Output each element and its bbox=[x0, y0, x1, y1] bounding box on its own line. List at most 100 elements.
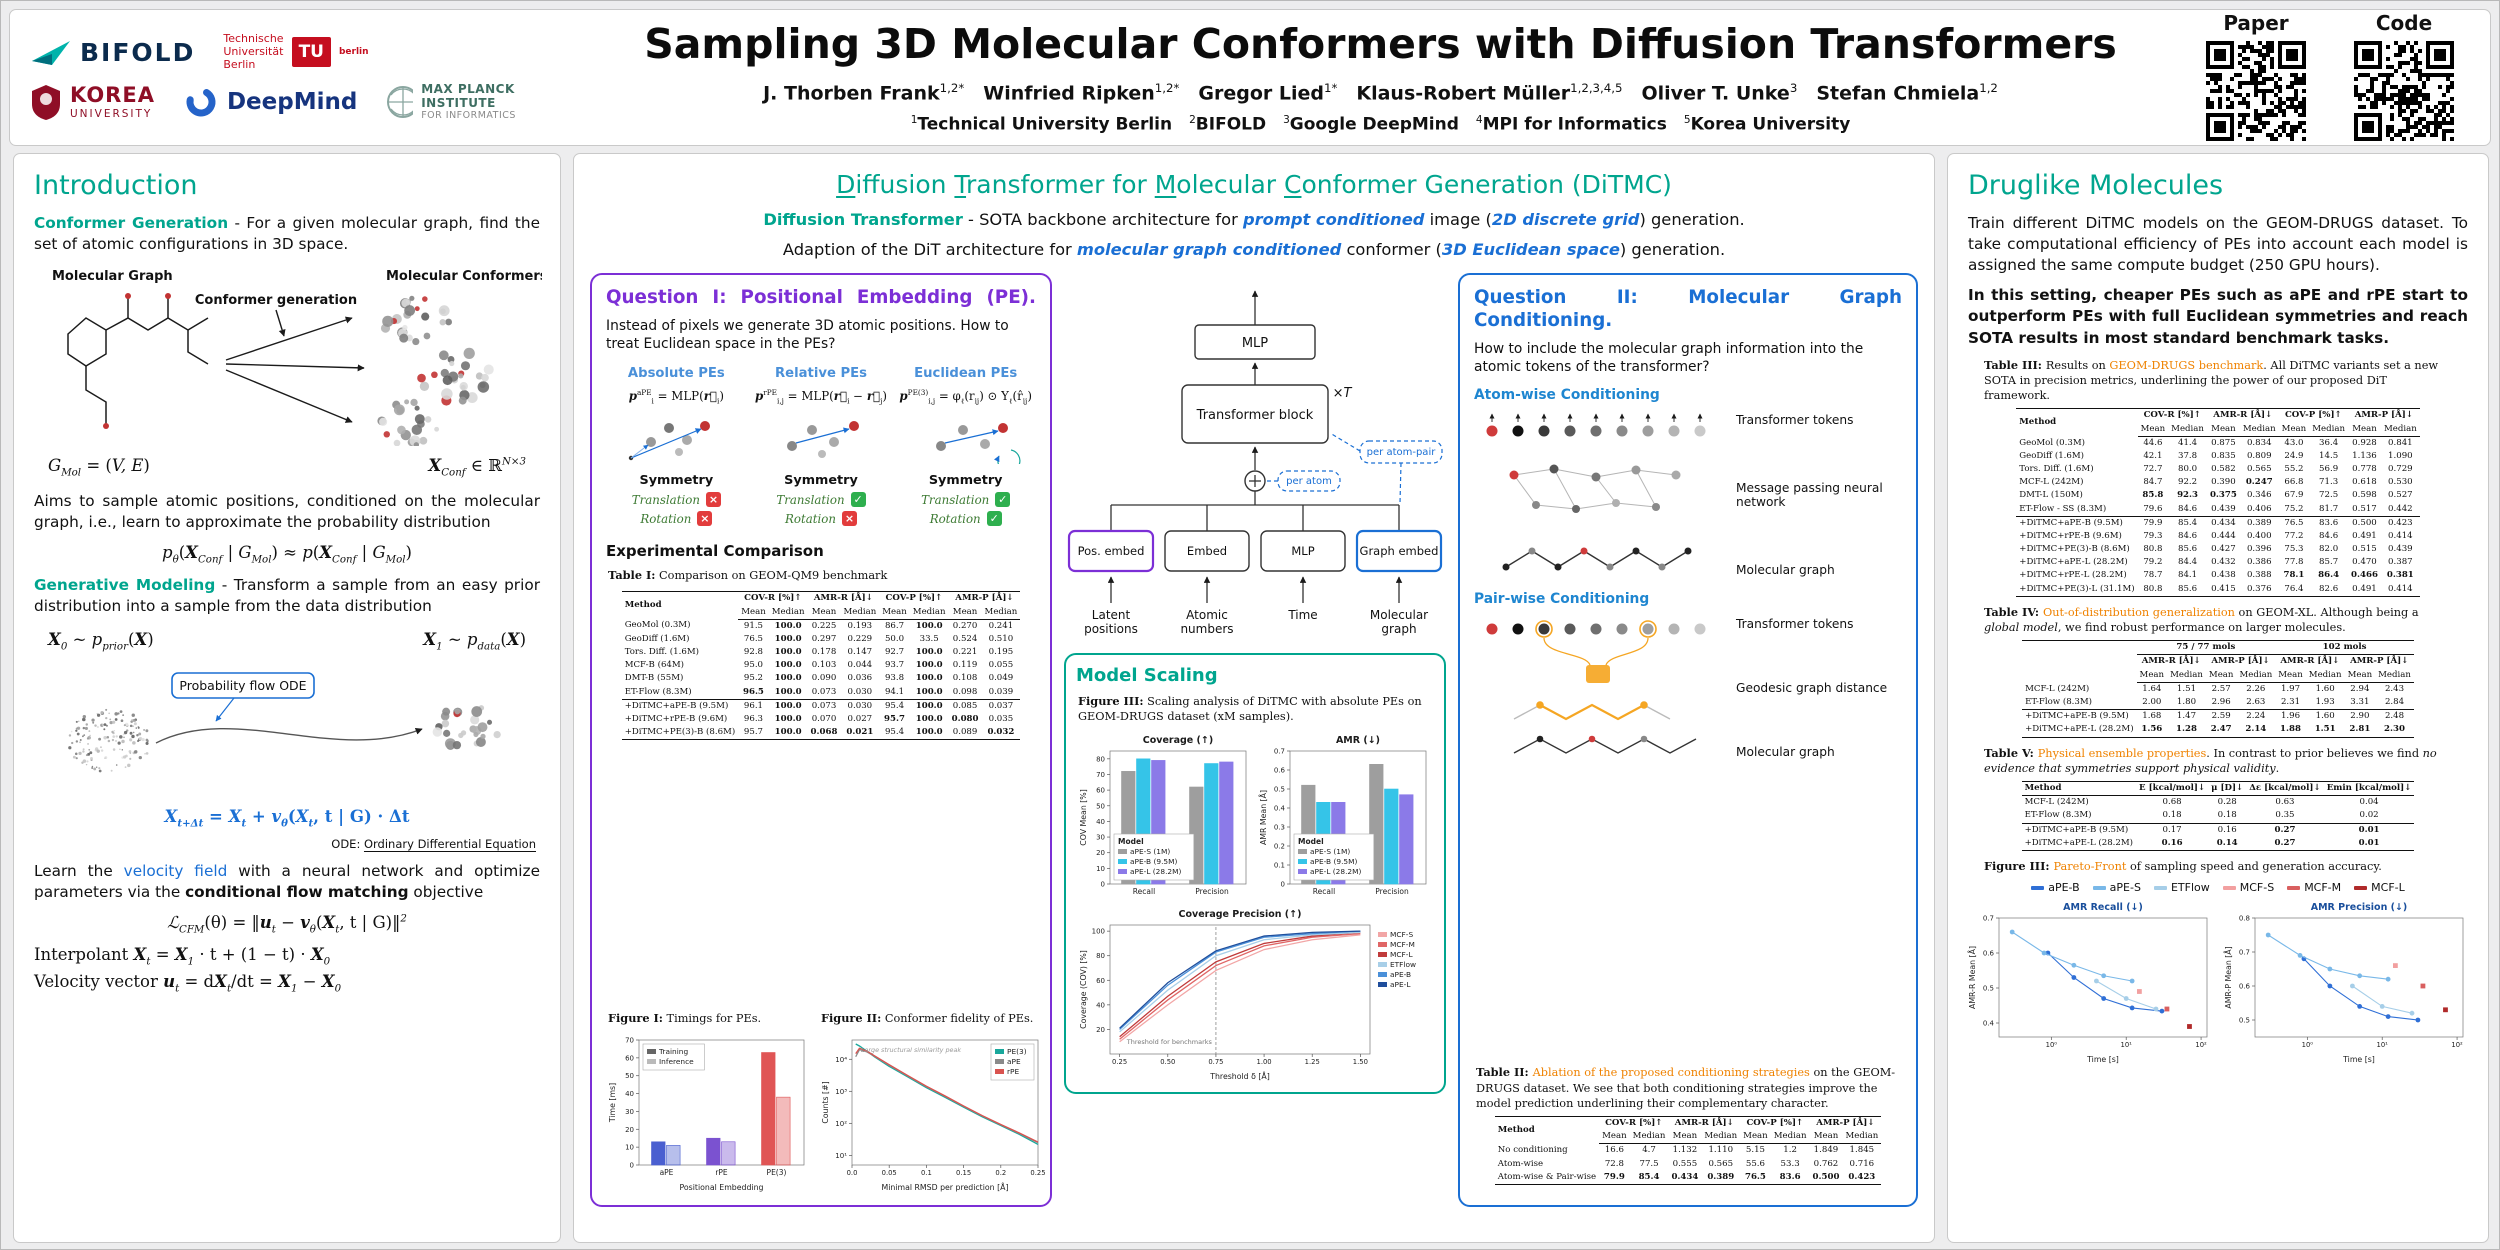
svg-text:0.4: 0.4 bbox=[1274, 804, 1286, 812]
svg-text:80: 80 bbox=[1096, 755, 1105, 763]
pair-wise-labels: Transformer tokens Geodesic graph distan… bbox=[1736, 616, 1888, 759]
svg-text:Transformer block: Transformer block bbox=[1196, 408, 1314, 423]
pair-connectors bbox=[1543, 637, 1649, 666]
svg-text:60: 60 bbox=[625, 1054, 634, 1062]
svg-text:per atom: per atom bbox=[1286, 476, 1332, 487]
question1-panel: Question I: Positional Embedding (PE). I… bbox=[590, 273, 1052, 1207]
pareto-legend: aPE-B aPE-S ETFlow MCF-S MCF-M MCF-L bbox=[1968, 881, 2468, 894]
coverage-bar-chart: Coverage (↑) COV Mean [%] 0 10 20 30 40 50 60 70 8… bbox=[1077, 730, 1253, 900]
generative-modeling-text: Generative Modeling - Transform a sample… bbox=[34, 576, 540, 616]
svg-text:AMR Mean [Å]: AMR Mean [Å] bbox=[1259, 789, 1268, 844]
probability-flow-diagram: Probability flow ODE bbox=[68, 671, 501, 772]
poster-header: BIFOLD Technische Universität Berlin TU … bbox=[9, 9, 2491, 146]
question2-panel: Question II: Molecular Graph Conditionin… bbox=[1458, 273, 1918, 1207]
table2-block: Table II: Ablation of the proposed condi… bbox=[1474, 1057, 1902, 1193]
svg-text:0.25: 0.25 bbox=[1030, 1169, 1045, 1177]
ditmc-line2: Adaption of the DiT architecture for mol… bbox=[782, 240, 1726, 259]
ditmc-line1: Diffusion Transformer - SOTA backbone ar… bbox=[763, 210, 1745, 229]
xconf-formula: XConf ∈ ℝN×3 bbox=[428, 456, 526, 479]
svg-text:aPE-B (9.5M): aPE-B (9.5M) bbox=[1130, 857, 1177, 866]
svg-text:positions: positions bbox=[1084, 622, 1138, 636]
svg-text:0.4: 0.4 bbox=[1983, 1020, 1995, 1028]
translation-mark: ✓ bbox=[850, 492, 866, 508]
svg-text:rPE: rPE bbox=[1007, 1067, 1019, 1076]
svg-text:ETFlow: ETFlow bbox=[1390, 960, 1416, 969]
svg-text:80: 80 bbox=[1096, 952, 1105, 960]
rotation-mark: × bbox=[697, 511, 713, 527]
svg-text:10²: 10² bbox=[835, 1120, 847, 1128]
svg-text:MLP: MLP bbox=[1242, 336, 1268, 351]
architecture-column: MLP Transformer block ×T Pos. em bbox=[1064, 273, 1446, 1207]
figure2-caption: Figure II: Conformer fidelity of PEs. bbox=[821, 1010, 1034, 1025]
svg-text:Training: Training bbox=[658, 1047, 688, 1056]
svg-text:0.25: 0.25 bbox=[1112, 1058, 1127, 1066]
svg-text:0.0: 0.0 bbox=[847, 1169, 858, 1177]
svg-text:per atom-pair: per atom-pair bbox=[1367, 447, 1437, 458]
svg-text:Molecular: Molecular bbox=[1370, 608, 1428, 622]
x0-formula: X0 ~ pprior(X) bbox=[48, 630, 154, 653]
deepmind-icon bbox=[186, 87, 216, 117]
svg-text:10¹: 10¹ bbox=[2121, 1041, 2133, 1049]
mpnn-nodes bbox=[1509, 464, 1681, 513]
translation-mark: × bbox=[705, 492, 721, 508]
rpe-formula: prPEi,j = MLP(r⃗i − r⃗j) bbox=[755, 388, 887, 406]
svg-text:0.7: 0.7 bbox=[2239, 949, 2250, 957]
svg-text:Precision: Precision bbox=[1375, 887, 1409, 896]
svg-text:aPE-B: aPE-B bbox=[1390, 970, 1411, 979]
model-scaling-caption: Figure III: Scaling analysis of DiTMC wi… bbox=[1078, 694, 1422, 724]
svg-text:AMR Recall (↓): AMR Recall (↓) bbox=[2063, 902, 2143, 913]
translation-mark: ✓ bbox=[995, 492, 1011, 508]
oxygen-atoms bbox=[103, 293, 171, 430]
svg-text:0.05: 0.05 bbox=[882, 1169, 897, 1177]
experimental-comparison-heading: Experimental Comparison bbox=[606, 542, 824, 561]
amr-bar-chart: AMR (↓) AMR Mean [Å] 0 0.1 0.2 0.3 0.4 0.5 0.6 0.… bbox=[1257, 730, 1433, 900]
svg-text:Time [s]: Time [s] bbox=[2086, 1055, 2119, 1064]
amr-recall-chart: AMR Recall (↓) AMR-R Mean [Å] Time [s] 0.4 0… bbox=[1966, 897, 2214, 1065]
svg-text:40: 40 bbox=[625, 1090, 634, 1098]
table3-caption: Table III: Results on GEOM-DRUGS benchma… bbox=[1984, 357, 2439, 403]
svg-text:aPE: aPE bbox=[1007, 1057, 1021, 1066]
svg-text:50: 50 bbox=[625, 1072, 634, 1080]
svg-text:MCF-M: MCF-M bbox=[1390, 940, 1415, 949]
svg-text:0.3: 0.3 bbox=[1274, 823, 1285, 831]
ditmc-section: Diffusion Transformer for Molecular Conf… bbox=[573, 153, 1935, 1243]
table2: Method COV-R [%]↑ AMR-R [Å]↓ COV-P [%]↑ AMR-… bbox=[1474, 1116, 1902, 1185]
interpolant-formula: Interpolant Xt = X1 · t + (1 − t) · X0 bbox=[34, 945, 331, 968]
svg-text:60: 60 bbox=[1096, 786, 1105, 794]
svg-text:AMR (↓): AMR (↓) bbox=[1336, 735, 1380, 746]
svg-text:PE(3): PE(3) bbox=[1007, 1047, 1027, 1056]
druglike-section: Druglike Molecules Train different DiTMC… bbox=[1947, 153, 2489, 1243]
introduction-heading: Introduction bbox=[34, 170, 198, 201]
svg-text:aPE-L (28.2M): aPE-L (28.2M) bbox=[1130, 867, 1182, 876]
mpi-icon bbox=[387, 86, 414, 119]
atom-wise-diagram: Transformer tokens Message passing neura… bbox=[1474, 409, 1902, 581]
paper-qr-label: Paper bbox=[2223, 10, 2289, 35]
conformer-generation-diagram: Molecular Graph Molecular Conformers Con… bbox=[52, 269, 548, 448]
svg-text:0.75: 0.75 bbox=[1208, 1058, 1223, 1066]
table4-caption: Table IV: Out-of-distribution generaliza… bbox=[1984, 604, 2419, 635]
svg-text:50: 50 bbox=[1096, 802, 1105, 810]
svg-text:30: 30 bbox=[1096, 833, 1105, 841]
svg-text:1.25: 1.25 bbox=[1305, 1058, 1320, 1066]
table2-caption: Table II: Ablation of the proposed condi… bbox=[1476, 1065, 1896, 1110]
svg-text:40: 40 bbox=[1096, 1001, 1105, 1009]
svg-text:10⁰: 10⁰ bbox=[2302, 1041, 2314, 1049]
svg-text:aPE-B (9.5M): aPE-B (9.5M) bbox=[1310, 857, 1357, 866]
figure2-chart: Counts [#] Minimal RMSD per prediction [Å… bbox=[819, 1031, 1046, 1193]
ape-formula: paPEi = MLP(r⃗i) bbox=[628, 388, 724, 406]
svg-text:Conformer generation: Conformer generation bbox=[195, 293, 357, 308]
qr-block: Paper Code bbox=[2206, 11, 2490, 145]
amr-precision-chart: AMR Precision (↓) AMR-P Mean [Å] Time [s] 0… bbox=[2222, 897, 2470, 1065]
conformer-generation-text: Conformer Generation - For a given molec… bbox=[34, 214, 540, 254]
figure3-caption: Figure III: Pareto-Front of sampling spe… bbox=[1984, 858, 2382, 873]
svg-text:Recall: Recall bbox=[1133, 887, 1155, 896]
ditmc-title: Diffusion Transformer for Molecular Conf… bbox=[836, 170, 1672, 199]
svg-text:0.6: 0.6 bbox=[1274, 766, 1286, 774]
svg-text:10⁰: 10⁰ bbox=[2046, 1041, 2058, 1049]
svg-text:10⁴: 10⁴ bbox=[835, 1056, 847, 1064]
figure1-chart: Time [ms] Positional Embedding 0 10 20 30 40 50… bbox=[606, 1031, 811, 1193]
paper-qr: Paper bbox=[2206, 11, 2306, 145]
svg-text:Positional Embedding: Positional Embedding bbox=[679, 1183, 763, 1192]
svg-text:20: 20 bbox=[1096, 1025, 1105, 1033]
svg-text:MCF-L: MCF-L bbox=[1390, 950, 1413, 959]
